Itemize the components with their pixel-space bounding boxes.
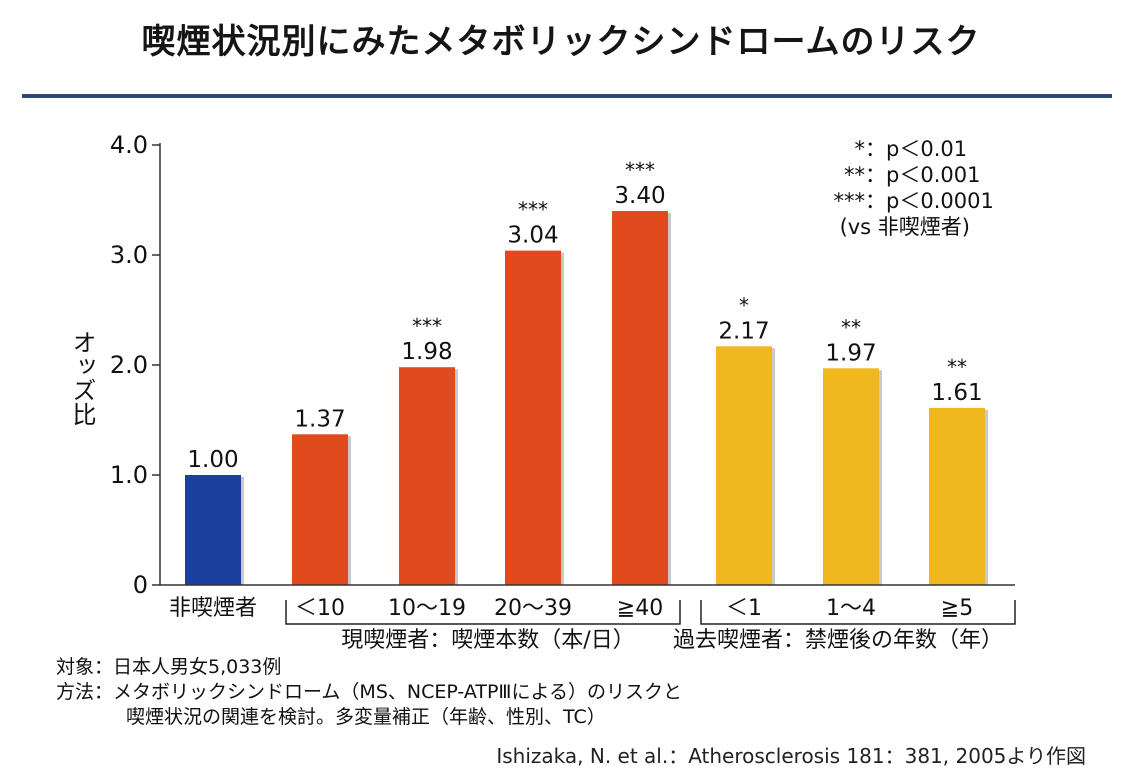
value-label: 1.61 xyxy=(931,380,982,406)
y-tick-label: 2.0 xyxy=(110,351,148,379)
value-label: 3.04 xyxy=(507,223,558,249)
significance-marker: * xyxy=(739,293,749,317)
significance-marker: *** xyxy=(625,158,655,182)
study-notes: 対象：日本人男女5,033例 方法：メタボリックシンドローム（MS、NCEP-A… xyxy=(56,655,682,730)
significance-marker: ** xyxy=(841,315,861,339)
legend-marker: *** xyxy=(833,189,866,213)
legend-note: (vs 非喫煙者) xyxy=(839,215,970,239)
x-tick-label: 1〜4 xyxy=(826,596,876,621)
x-tick-label: ≧40 xyxy=(617,596,663,621)
x-tick-label: ＜10 xyxy=(295,596,345,621)
y-tick-label: 0 xyxy=(133,571,148,599)
bar xyxy=(185,475,241,585)
significance-marker: ** xyxy=(947,355,967,379)
bar xyxy=(399,367,455,585)
value-label: 1.98 xyxy=(401,339,452,365)
value-label: 1.97 xyxy=(825,340,876,366)
bar xyxy=(823,368,879,585)
y-axis-title: オッズ比 xyxy=(68,330,96,426)
bar xyxy=(929,407,985,585)
legend-row: * ：p＜0.01 xyxy=(770,136,1000,162)
x-tick-label: ≧5 xyxy=(941,596,973,621)
title-divider xyxy=(22,94,1112,98)
legend-text: ：p＜0.001 xyxy=(865,163,981,187)
group-label-current: 現喫煙者：喫煙本数（本/日） xyxy=(341,628,634,653)
page-title: 喫煙状況別にみたメタボリックシンドロームのリスク xyxy=(141,22,981,62)
y-tick-label: 1.0 xyxy=(110,461,148,489)
significance-legend: * ：p＜0.01 ** ：p＜0.001 *** ：p＜0.0001 (vs … xyxy=(770,136,1000,240)
x-tick-label: ＜1 xyxy=(726,596,762,621)
significance-marker: *** xyxy=(518,198,548,222)
y-tick-label: 3.0 xyxy=(110,241,148,269)
bar xyxy=(716,346,772,585)
notes-subjects: 対象：日本人男女5,033例 xyxy=(56,656,282,678)
value-label: 1.37 xyxy=(294,406,345,432)
bars: 1.001.371.98***3.04***3.40***2.17*1.97**… xyxy=(185,158,988,585)
x-axis: 非喫煙者 ＜10 10〜19 20〜39 ≧40 ＜1 1〜4 ≧5 xyxy=(160,584,1015,621)
group-label-former: 過去喫煙者：禁煙後の年数（年） xyxy=(673,628,1003,653)
value-label: 3.40 xyxy=(614,183,665,209)
y-axis: 0 1.0 2.0 3.0 4.0 xyxy=(110,131,161,599)
significance-marker: *** xyxy=(412,314,442,338)
bar xyxy=(292,434,348,585)
x-tick-label: 20〜39 xyxy=(494,596,572,621)
group-bracket xyxy=(285,600,681,625)
legend-text: ：p＜0.01 xyxy=(865,137,968,161)
bar xyxy=(505,250,561,585)
value-label: 1.00 xyxy=(187,447,238,473)
x-tick-label: 10〜19 xyxy=(388,596,466,621)
group-bracket xyxy=(700,600,1016,625)
bar xyxy=(612,211,668,585)
legend-marker: ** xyxy=(844,163,865,187)
legend-row: *** ：p＜0.0001 xyxy=(770,188,1000,214)
source-citation: Ishizaka, N. et al.：Atherosclerosis 181：… xyxy=(496,744,1086,768)
notes-method-cont: 喫煙状況の関連を検討。多変量補正（年齢、性別、TC） xyxy=(126,706,606,728)
value-label: 2.17 xyxy=(718,318,769,344)
legend-text: ：p＜0.0001 xyxy=(865,189,994,213)
x-tick-label: 非喫煙者 xyxy=(169,596,257,621)
group-brackets: 現喫煙者：喫煙本数（本/日） 過去喫煙者：禁煙後の年数（年） xyxy=(285,600,1016,653)
legend-row: ** ：p＜0.001 xyxy=(770,162,1000,188)
notes-method: 方法：メタボリックシンドローム（MS、NCEP-ATPⅢによる）のリスクと xyxy=(56,681,682,703)
y-tick-label: 4.0 xyxy=(110,131,148,159)
legend-marker: * xyxy=(854,137,866,161)
